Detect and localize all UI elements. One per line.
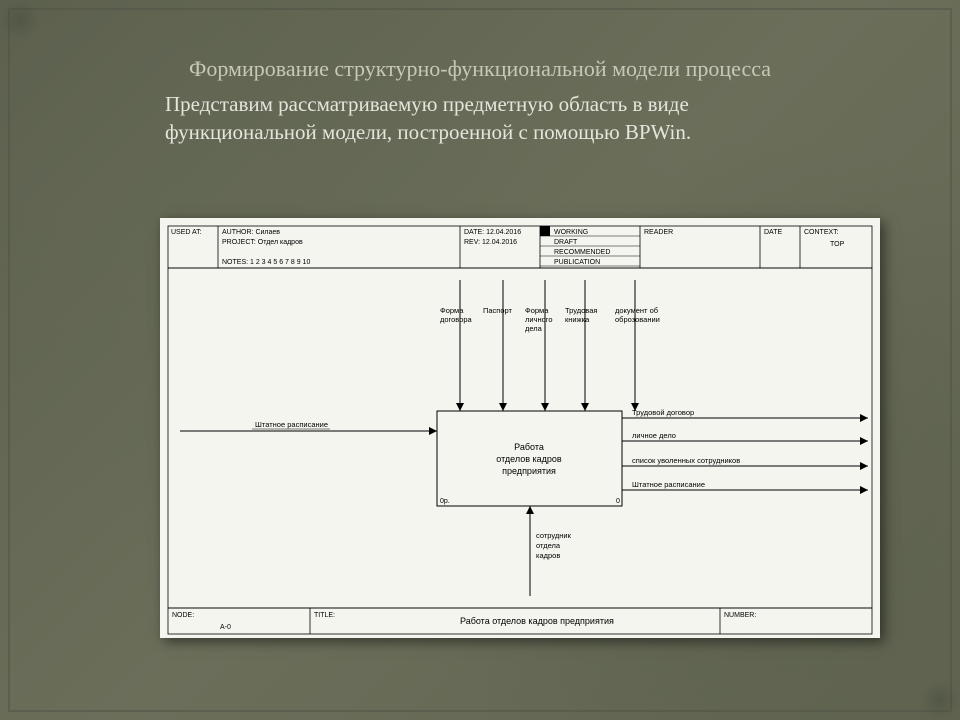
header-used-at: USED AT:: [171, 229, 202, 236]
svg-text:TITLE:: TITLE:: [314, 612, 335, 619]
svg-text:Трудовой договор: Трудовой договор: [632, 408, 694, 417]
svg-text:книжка: книжка: [565, 315, 590, 324]
svg-text:CONTEXT:: CONTEXT:: [804, 229, 839, 236]
svg-text:Форма: Форма: [440, 306, 464, 315]
svg-text:PUBLICATION: PUBLICATION: [554, 259, 600, 266]
svg-text:DATE: 12.04.2016: DATE: 12.04.2016: [464, 229, 521, 236]
slide-title: Формирование структурно-функциональной м…: [0, 0, 960, 84]
svg-text:кадров: кадров: [536, 551, 560, 560]
idef0-diagram: USED AT: AUTHOR: Силаев PROJECT: Отдел к…: [160, 218, 880, 638]
svg-text:сотрудник: сотрудник: [536, 531, 572, 540]
svg-text:A-0: A-0: [220, 624, 231, 631]
svg-text:DATE: DATE: [764, 229, 782, 236]
control-arrows: ФормадоговораПаспортФормаличногоделаТруд…: [440, 280, 660, 411]
svg-text:дела: дела: [525, 324, 543, 333]
output-arrows: Трудовой договор личное дело список уволен…: [622, 408, 868, 494]
diagram-svg: USED AT: AUTHOR: Силаев PROJECT: Отдел к…: [160, 218, 880, 638]
svg-text:NOTES: 1 2 3 4 5 6 7 8: NOTES: 1 2 3 4 5 6 7 8 9 10: [222, 259, 310, 266]
svg-text:личное дело: личное дело: [632, 431, 676, 440]
svg-text:PROJECT: Отдел кадров: PROJECT: Отдел кадров: [222, 239, 303, 246]
svg-text:Трудовая: Трудовая: [565, 306, 597, 315]
svg-text:документ об: документ об: [615, 306, 658, 315]
svg-text:Штатное расписание: Штатное расписание: [255, 420, 328, 429]
slide-body-text: Представим рассматриваемую предметную об…: [0, 84, 960, 157]
svg-text:Работа отделов кадров предпри: Работа отделов кадров предприятия: [460, 616, 614, 626]
input-arrow: Штатное расписание: [180, 420, 437, 435]
svg-text:NUMBER:: NUMBER:: [724, 612, 756, 619]
svg-text:0р.: 0р.: [440, 498, 450, 505]
svg-text:Форма: Форма: [525, 306, 549, 315]
mechanism-arrow: сотрудник отдела кадров: [526, 506, 572, 596]
svg-text:предприятия: предприятия: [502, 466, 556, 476]
svg-text:READER: READER: [644, 229, 673, 236]
svg-text:личного: личного: [525, 315, 553, 324]
svg-text:Штатное расписание: Штатное расписание: [632, 480, 705, 489]
svg-text:договора: договора: [440, 315, 473, 324]
svg-text:Работа: Работа: [514, 442, 544, 452]
svg-text:0: 0: [616, 498, 620, 505]
svg-text:оброзовании: оброзовании: [615, 315, 660, 324]
svg-text:WORKING: WORKING: [554, 229, 588, 236]
svg-text:отделов кадров: отделов кадров: [496, 454, 562, 464]
svg-text:REV: 12.04.2016: REV: 12.04.2016: [464, 239, 517, 246]
svg-text:TOP: TOP: [830, 241, 845, 248]
svg-text:RECOMMENDED: RECOMMENDED: [554, 249, 610, 256]
svg-text:список уволенных сотрудников: список уволенных сотрудников: [632, 456, 740, 465]
svg-text:NODE:: NODE:: [172, 612, 194, 619]
svg-text:отдела: отдела: [536, 541, 561, 550]
svg-text:Паспорт: Паспорт: [483, 306, 513, 315]
svg-text:DRAFT: DRAFT: [554, 239, 578, 246]
svg-text:AUTHOR: Силаев: AUTHOR: Силаев: [222, 229, 280, 236]
